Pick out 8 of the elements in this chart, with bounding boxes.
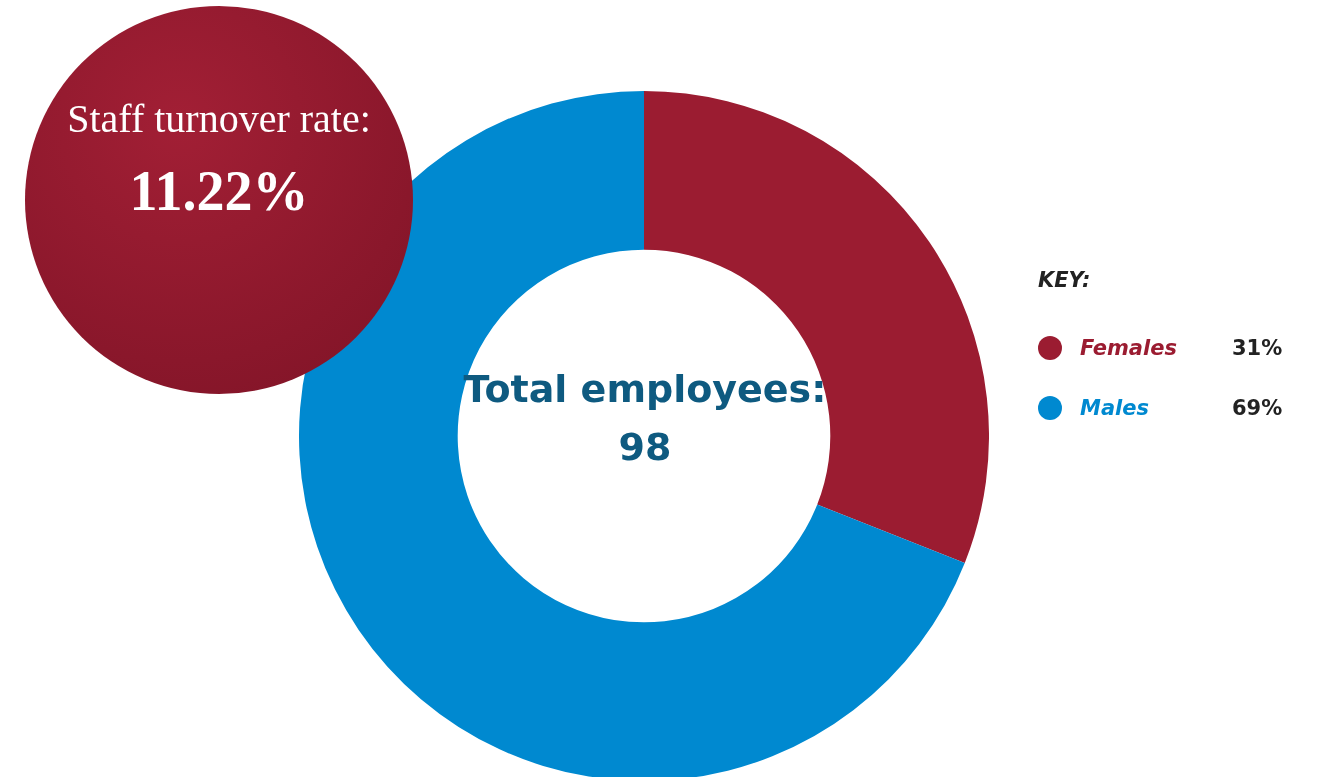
legend-label: Males <box>1080 396 1150 420</box>
text: Total employees: <box>462 366 828 413</box>
data-label: 31% <box>1232 336 1283 360</box>
text: 98 <box>617 424 673 471</box>
circle-badge: Staff turnover rate: 11.22% <box>25 6 413 394</box>
legend-title: KEY: <box>1038 268 1092 292</box>
legend-label: Females <box>1080 336 1178 360</box>
data-label: 69% <box>1232 396 1283 420</box>
